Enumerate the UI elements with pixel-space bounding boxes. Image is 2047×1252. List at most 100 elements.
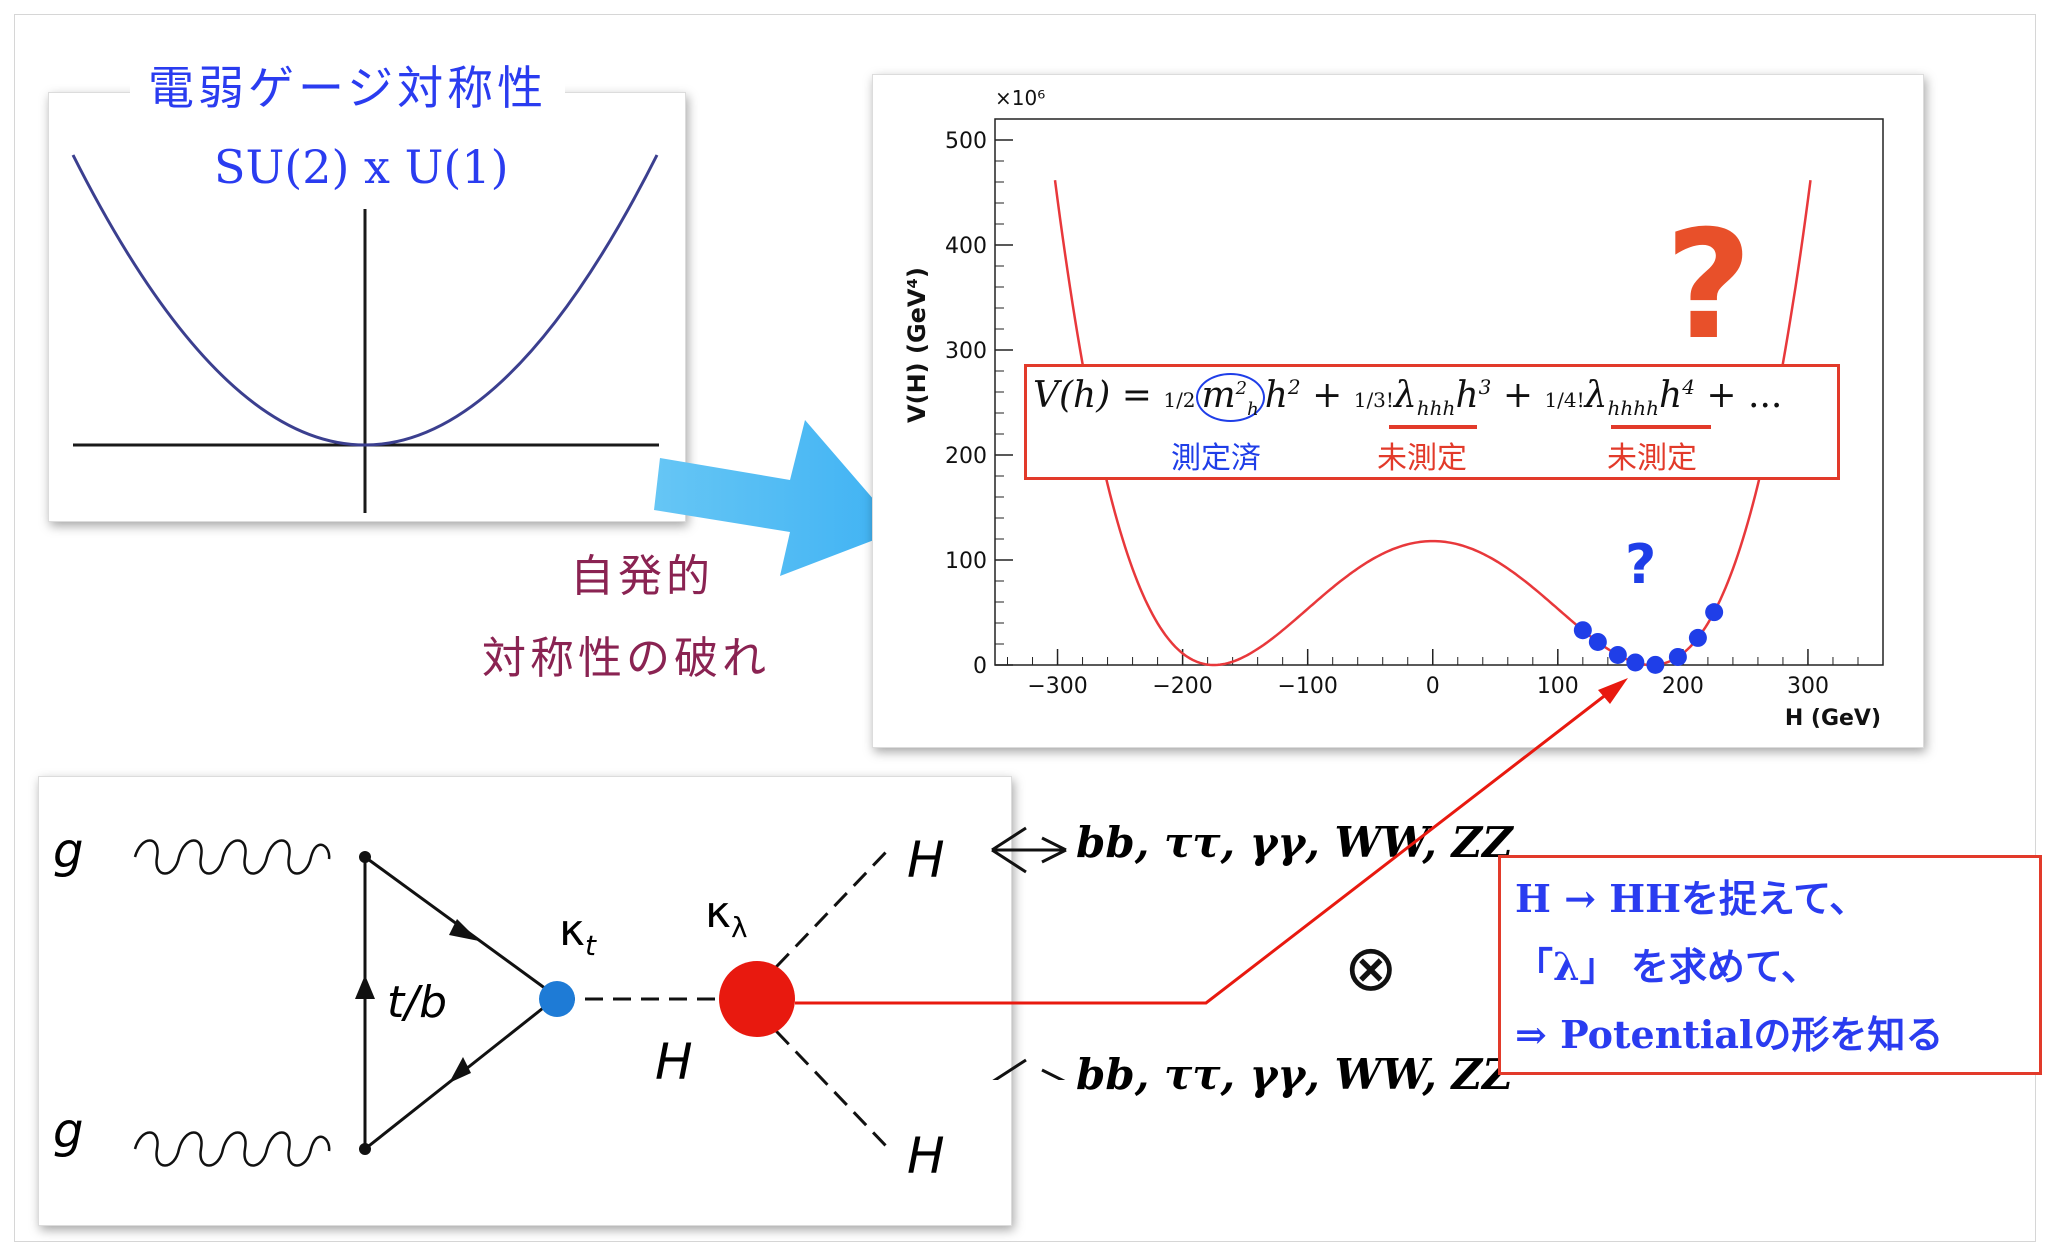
higgs-potential-plot: −300 −200 −100 0 100 200 300 0 100 200 300 400 500 ×… (903, 86, 1884, 731)
decay-arrow-top (991, 826, 1067, 874)
y-tick-label: 300 (945, 339, 987, 364)
gluon-bottom (133, 1131, 331, 1167)
breaking-label-1: 自発的 (570, 551, 714, 602)
higgs-top-label: H (907, 831, 945, 889)
note-line-2: 「λ」 を求めて、 (1515, 944, 1819, 989)
note-line-3: ⇒ Potentialの形を知る (1515, 1012, 1944, 1057)
lambda-3-sub: hhh (1416, 396, 1456, 421)
parabola-curve (71, 154, 659, 447)
exponent-label: ×10⁶ (995, 86, 1045, 110)
vertex-top-left (359, 851, 371, 863)
top-yukawa-vertex (539, 981, 575, 1017)
formula-plus-1: + (1312, 375, 1343, 416)
mass-sup: 2 (1235, 378, 1248, 399)
arrow-top (449, 919, 479, 941)
label-measured: 測定済 (1171, 441, 1261, 476)
lambda-4-sub: hhhh (1607, 396, 1660, 421)
formula-h3-sup: 3 (1478, 375, 1492, 399)
higgs-out-bottom (755, 1009, 889, 1149)
x-axis-label: H (GeV) (1785, 706, 1881, 731)
note-line-1: H → HHを捉えて、 (1515, 876, 1868, 921)
arrow-bottom (449, 1057, 471, 1083)
lambda-3: λ (1393, 375, 1417, 416)
data-point (1626, 653, 1645, 672)
symmetry-title: 電弱ゲージ対称性 (130, 52, 566, 118)
breaking-arrow (654, 420, 900, 576)
formula-h1: h (1264, 375, 1288, 416)
vertex-bottom-left (359, 1143, 371, 1155)
data-point (1588, 632, 1607, 651)
x-tick-label: 200 (1662, 674, 1704, 699)
breaking-label-2: 対称性の破れ (482, 633, 770, 684)
y-tick-label: 400 (945, 234, 987, 259)
symmetry-group: SU(2) x U(1) (214, 140, 509, 194)
kappa-t-sub: t (585, 929, 597, 962)
formula-coef-2: 1/3! (1353, 388, 1394, 412)
formula-plus-2: + (1502, 375, 1533, 416)
kappa-t-label: κt (559, 905, 597, 962)
higgs-mid-label: H (655, 1033, 693, 1091)
mass-symbol: m (1201, 375, 1236, 416)
gluon-top (133, 839, 331, 875)
lambda-4: λ (1584, 375, 1608, 416)
label-unmeasured-1: 未測定 (1377, 441, 1467, 476)
data-point (1608, 645, 1627, 664)
otimes-symbol: ⊗ (1344, 932, 1398, 1006)
small-question-mark: ? (1625, 533, 1656, 596)
formula-text: V(h) = 1/2 m2h h2 + 1/3!λhhhh3 + 1/4!λhhhh… (1033, 373, 1783, 423)
formula-coef-1: 1/2 (1163, 388, 1196, 412)
lambda-3-term: λhhh (1393, 375, 1455, 420)
kappa-lambda-sub: λ (731, 911, 748, 944)
y-tick-label: 200 (945, 444, 987, 469)
symmetric-potential-panel (48, 92, 686, 522)
formula-h4-sup: 4 (1682, 375, 1695, 399)
label-unmeasured-2: 未測定 (1607, 441, 1697, 476)
data-point (1705, 603, 1724, 622)
decay-arrows (991, 826, 1067, 1080)
formula-lhs: V(h) = (1033, 375, 1152, 416)
data-point (1668, 647, 1687, 666)
formula-h4: h (1659, 375, 1683, 416)
potential-formula: V(h) = 1/2 m2h h2 + 1/3!λhhhh3 + 1/4!λhhhh… (1024, 364, 1840, 480)
data-point (1688, 628, 1707, 647)
feynman-diagram-panel: g g t/b κt κλ H H H (38, 776, 1012, 1226)
formula-h1-sup: 2 (1287, 375, 1301, 399)
trilinear-vertex (719, 961, 795, 1037)
kappa-lambda-label: κλ (705, 887, 748, 944)
x-tick-label: 300 (1787, 674, 1829, 699)
y-tick-label: 100 (945, 549, 987, 574)
y-axis-label: V(H) (GeV⁴) (903, 267, 931, 423)
arrow-shape (654, 420, 900, 576)
decay-arrow-bottom (992, 1058, 1066, 1080)
gluon-bottom-label: g (53, 1103, 83, 1159)
arrow-left (355, 975, 375, 999)
underline-lambda-4 (1611, 425, 1711, 429)
underline-lambda-3 (1389, 425, 1477, 429)
mass-term: m2h (1195, 373, 1265, 423)
higgs-bottom-label: H (907, 1127, 945, 1185)
x-tick-label: 100 (1537, 674, 1579, 699)
measured-points (1573, 603, 1724, 674)
x-tick-label: 0 (1426, 674, 1440, 699)
kappa-t: κ (559, 905, 585, 956)
formula-tail: + ... (1706, 375, 1783, 416)
feynman-diagram: g g t/b κt κλ H H H (53, 823, 945, 1185)
x-tick-label: −100 (1277, 674, 1337, 699)
formula-h3: h (1455, 375, 1479, 416)
decay-channels-top: bb, ττ, γγ, WW, ZZ (1076, 818, 1513, 867)
x-tick-label: −200 (1152, 674, 1212, 699)
loop-label: t/b (387, 977, 447, 1028)
y-tick-label: 0 (973, 654, 987, 679)
mass-sub: h (1247, 399, 1259, 421)
y-tick-label: 500 (945, 129, 987, 154)
gluon-top-label: g (53, 823, 83, 879)
note-box: H → HHを捉えて、 「λ」 を求めて、 ⇒ Potentialの形を知る (1498, 855, 2042, 1075)
formula-coef-3: 1/4! (1544, 388, 1585, 412)
decay-channels-bottom: bb, ττ, γγ, WW, ZZ (1076, 1050, 1513, 1099)
big-question-mark: ? (1665, 199, 1752, 373)
data-point (1573, 621, 1592, 640)
x-tick-label: −300 (1027, 674, 1087, 699)
lambda-4-term: λhhhh (1584, 375, 1659, 420)
kappa-lambda: κ (705, 887, 731, 938)
data-point (1646, 655, 1665, 674)
